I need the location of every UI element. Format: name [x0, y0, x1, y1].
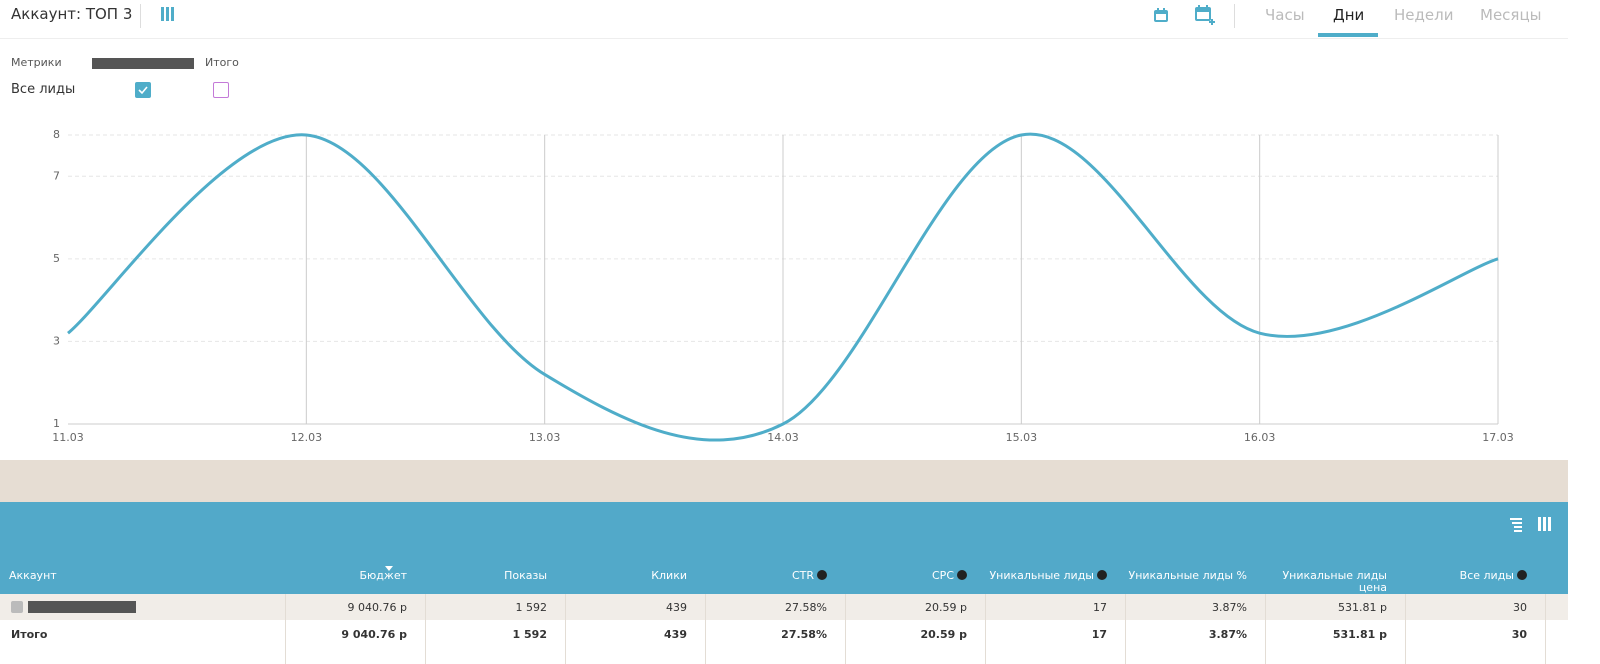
column-title: Аккаунт — [9, 569, 57, 582]
column-title: Все лиды — [1459, 569, 1514, 582]
help-icon — [1097, 570, 1107, 580]
column-header[interactable]: CTR — [702, 570, 827, 582]
cell: 439 — [666, 601, 687, 614]
sort-arrow — [385, 566, 393, 571]
column-title: CPC — [932, 569, 954, 582]
x-tick-label: 13.03 — [529, 431, 561, 444]
help-icon — [817, 570, 827, 580]
active-tab-underline — [1318, 33, 1378, 37]
cell: 3.87% — [1208, 628, 1247, 641]
calendar-add-icon[interactable] — [1194, 4, 1216, 26]
band — [0, 460, 1568, 502]
x-tick-label: 14.03 — [767, 431, 799, 444]
columns-icon[interactable] — [160, 6, 176, 22]
x-tick-label: 16.03 — [1244, 431, 1276, 444]
x-tick-label: 17.03 — [1482, 431, 1514, 444]
column-separator — [1545, 594, 1546, 664]
column-title: CTR — [791, 569, 814, 582]
column-header[interactable]: Уникальные лиды % — [1122, 570, 1247, 582]
y-tick-label: 7 — [53, 169, 60, 182]
column-separator — [1265, 594, 1266, 664]
column-separator — [705, 594, 706, 664]
metric-name: Все лиды — [11, 82, 76, 97]
column-title: Уникальные лиды цена — [1282, 569, 1387, 594]
column-header[interactable]: Клики — [562, 570, 687, 582]
column-separator — [285, 594, 286, 664]
cell: 9 040.76 р — [341, 628, 407, 641]
column-header[interactable]: CPC — [842, 570, 967, 582]
row-label: Итого — [11, 628, 48, 641]
columns-icon[interactable] — [1537, 516, 1553, 532]
cell: 17 — [1093, 601, 1107, 614]
table-header — [0, 502, 1568, 594]
metrics-label: Метрики — [11, 56, 62, 69]
redacted — [92, 58, 194, 69]
redacted — [28, 601, 136, 613]
x-tick-label: 11.03 — [52, 431, 84, 444]
column-separator — [985, 594, 986, 664]
cell: 27.58% — [785, 601, 827, 614]
divider — [140, 4, 141, 28]
row-background — [0, 594, 1568, 620]
calendar-icon[interactable] — [1153, 7, 1169, 23]
cell: 9 040.76 р — [347, 601, 407, 614]
cell: 30 — [1511, 628, 1527, 641]
period-tab[interactable]: Дни — [1333, 6, 1365, 24]
cell: 20.59 р — [920, 628, 968, 641]
divider — [1234, 4, 1235, 28]
column-title: Уникальные лиды — [989, 569, 1094, 582]
column-title: Уникальные лиды % — [1128, 569, 1247, 582]
y-tick-label: 8 — [53, 128, 60, 141]
metric-checkbox[interactable] — [135, 82, 151, 98]
column-separator — [845, 594, 846, 664]
column-title: Бюджет — [359, 569, 408, 582]
cell: 531.81 р — [1332, 628, 1387, 641]
cell: 531.81 р — [1338, 601, 1387, 614]
period-tab[interactable]: Месяцы — [1480, 6, 1542, 24]
column-header[interactable]: Уникальные лиды — [982, 570, 1107, 582]
column-separator — [425, 594, 426, 664]
period-tab[interactable]: Недели — [1394, 6, 1454, 24]
column-title: Клики — [651, 569, 687, 582]
cell: 30 — [1513, 601, 1527, 614]
column-title: Показы — [504, 569, 547, 582]
help-icon — [957, 570, 967, 580]
x-tick-label: 12.03 — [291, 431, 323, 444]
account-title: Аккаунт: ТОП 3 — [11, 5, 133, 23]
cell: 1 592 — [515, 601, 548, 614]
column-header[interactable]: Показы — [422, 570, 547, 582]
column-header[interactable]: Уникальные лиды цена — [1262, 570, 1387, 594]
total-label: Итого — [205, 56, 239, 69]
period-tab[interactable]: Часы — [1265, 6, 1305, 24]
total-checkbox[interactable] — [213, 82, 229, 98]
cell: 17 — [1091, 628, 1107, 641]
cell: 1 592 — [512, 628, 547, 641]
cell: 3.87% — [1212, 601, 1247, 614]
help-icon — [1517, 570, 1527, 580]
x-tick-label: 15.03 — [1006, 431, 1038, 444]
y-tick-label: 3 — [53, 334, 60, 347]
column-separator — [565, 594, 566, 664]
cell: 439 — [664, 628, 687, 641]
expand-icon[interactable] — [11, 601, 23, 613]
cell: 27.58% — [781, 628, 827, 641]
filter-icon[interactable] — [1508, 516, 1524, 532]
header-border — [0, 38, 1568, 39]
line-series — [67, 132, 1499, 442]
column-separator — [1405, 594, 1406, 664]
column-header[interactable]: Аккаунт — [9, 570, 134, 582]
chart: 1 3 5 7 8 11.03 12.03 13.03 14.03 15.03 16.03 17.03 — [52, 128, 1514, 444]
y-tick-label: 1 — [53, 417, 60, 430]
column-header[interactable]: Все лиды — [1402, 570, 1527, 582]
column-separator — [1125, 594, 1126, 664]
y-tick-label: 5 — [53, 252, 60, 265]
column-header[interactable]: Бюджет — [282, 569, 408, 582]
cell: 20.59 р — [925, 601, 967, 614]
